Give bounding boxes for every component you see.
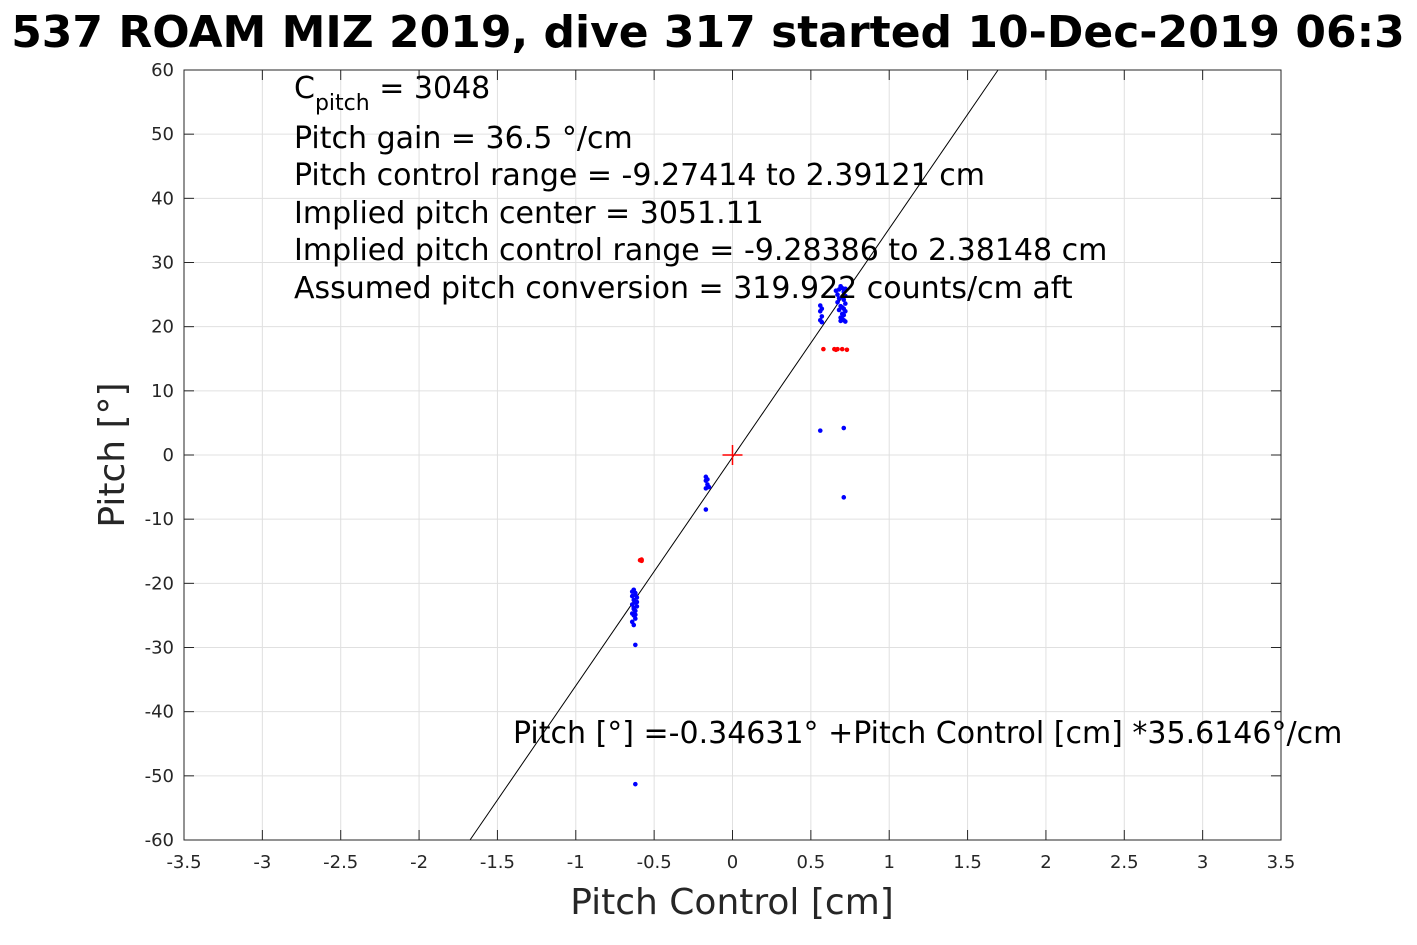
center-marker-group [722, 445, 743, 465]
y-tick-label: -60 [145, 830, 174, 851]
y-tick-label: -40 [145, 702, 174, 723]
annotation-conversion: Assumed pitch conversion = 319.922 count… [294, 271, 1073, 306]
y-tick-label: -10 [145, 509, 174, 530]
data-points [629, 283, 850, 787]
y-tick-label: 20 [151, 317, 174, 338]
y-tick-label: 50 [151, 124, 174, 145]
cpitch-value: = 3048 [370, 71, 491, 106]
x-tick-label: 1.5 [953, 852, 982, 873]
good-data-point [705, 477, 710, 482]
x-tick-label: -2.5 [323, 852, 358, 873]
y-tick-label: 0 [163, 445, 174, 466]
good-data-point [633, 781, 638, 787]
good-data-point [836, 287, 842, 292]
y-ticks: -60 -50 -40 -30 -20 -10 0 10 20 30 40 50 60 [145, 60, 1281, 851]
y-tick-label: -30 [145, 638, 174, 659]
cpitch-sub: pitch [315, 91, 370, 116]
y-tick-label: 10 [151, 381, 174, 402]
x-tick-label: 0.5 [797, 852, 826, 873]
good-data-point [633, 616, 638, 621]
x-tick-label: 3.5 [1267, 852, 1296, 873]
x-tick-label: -3 [253, 852, 271, 873]
flagged-data-point [844, 347, 850, 353]
good-data-point [835, 299, 840, 305]
good-data-point [843, 286, 848, 292]
x-tick-label: 2 [1040, 852, 1051, 873]
good-data-point [841, 495, 847, 500]
good-data-point [629, 589, 635, 594]
good-data-point [634, 599, 640, 605]
good-data-point [843, 319, 848, 324]
cpitch-main: C [294, 71, 315, 106]
y-tick-label: 40 [151, 188, 174, 209]
good-data-point [839, 294, 845, 300]
x-tick-label: 2.5 [1110, 852, 1139, 873]
x-axis-label: Pitch Control [cm] [570, 882, 894, 923]
y-axis-label: Pitch [°] [92, 382, 133, 527]
annotation-implied-range: Implied pitch control range = -9.28386 t… [294, 233, 1107, 268]
annotation-cpitch: Cpitch = 3048 [294, 71, 490, 116]
x-tick-label: -2 [410, 852, 428, 873]
annotation-implied-center: Implied pitch center = 3051.11 [294, 196, 764, 231]
flagged-data-point [839, 346, 845, 352]
good-data-point [819, 314, 825, 319]
x-tick-label: 0 [727, 852, 738, 873]
y-tick-label: -20 [145, 573, 174, 594]
good-data-point [841, 306, 847, 312]
x-tick-label: -0.5 [637, 852, 672, 873]
chart-title: 537 ROAM MIZ 2019, dive 317 started 10-D… [11, 7, 1405, 58]
good-data-point [839, 316, 845, 322]
good-data-point [836, 307, 842, 313]
good-data-point [633, 592, 638, 598]
good-data-point [817, 428, 823, 433]
good-data-point [817, 303, 823, 308]
x-tick-label: 1 [883, 852, 894, 873]
x-ticks: -3.5 -3 -2.5 -2 -1.5 -1 -0.5 0 0.5 1 1.5 2 2.5 3 3.5 [166, 70, 1295, 873]
x-tick-label: -1.5 [480, 852, 515, 873]
annotation-pitch-control-range: Pitch control range = -9.27414 to 2.3912… [294, 158, 985, 193]
good-data-point [843, 301, 848, 306]
annotation-pitch-gain: Pitch gain = 36.5 °/cm [294, 121, 633, 156]
good-data-point [706, 484, 712, 490]
good-data-point [835, 292, 840, 297]
x-tick-label: -1 [567, 852, 585, 873]
flagged-data-point [835, 346, 840, 352]
annotation-fit-equation: Pitch [°] =-0.34631° +Pitch Control [cm]… [513, 716, 1342, 751]
good-data-point [703, 507, 709, 512]
good-data-point [631, 605, 637, 611]
y-tick-label: 60 [151, 60, 174, 81]
x-tick-label: 3 [1197, 852, 1208, 873]
x-tick-label: -3.5 [166, 852, 201, 873]
grid-lines [183, 69, 1282, 841]
good-data-point [841, 425, 847, 431]
good-data-point [819, 319, 825, 325]
good-data-point [631, 622, 637, 628]
flagged-data-point [821, 346, 826, 352]
y-tick-label: 30 [151, 253, 174, 274]
good-data-point [841, 312, 847, 318]
flagged-data-point [639, 558, 644, 564]
good-data-point [633, 612, 638, 618]
y-tick-label: -50 [145, 766, 174, 787]
good-data-point [633, 642, 638, 648]
